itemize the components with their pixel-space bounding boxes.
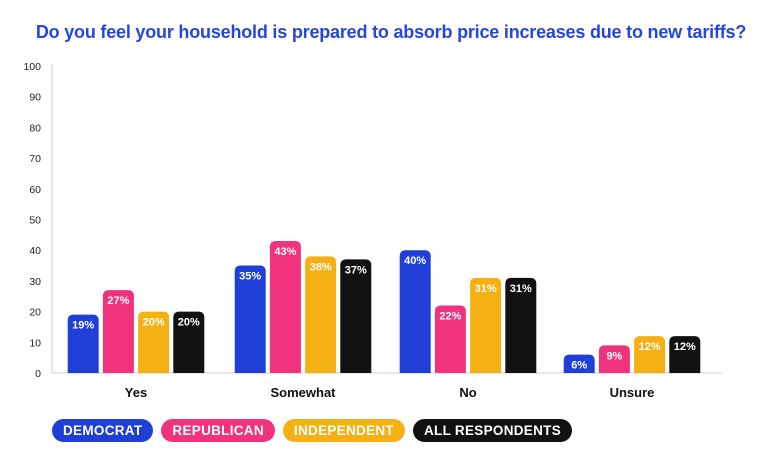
bar-republican-yes	[102, 290, 134, 373]
data-label: 12%	[639, 341, 661, 353]
data-label: 43%	[274, 246, 296, 258]
chart-title: Do you feel your household is prepared t…	[35, 22, 747, 42]
y-tick-label: 10	[29, 337, 41, 349]
data-label: 20%	[178, 317, 200, 329]
bar-all-respondents-unsure	[669, 336, 701, 373]
y-tick-label: 30	[29, 276, 41, 288]
bar-democrat-unsure	[563, 354, 595, 373]
legend-item-independent: INDEPENDENT	[282, 419, 405, 442]
y-tick-label: 100	[23, 61, 41, 73]
y-tick-label: 50	[29, 215, 41, 227]
x-category-label: Yes	[125, 385, 147, 400]
bar-independent-no	[470, 277, 502, 373]
data-label: 31%	[475, 283, 497, 295]
bar-all-respondents-somewhat	[340, 259, 372, 373]
data-label: 20%	[143, 317, 165, 329]
bar-republican-unsure	[598, 345, 630, 373]
data-label: 40%	[404, 255, 426, 267]
data-label: 22%	[439, 310, 461, 322]
y-tick-label: 80	[29, 122, 41, 134]
bar-independent-yes	[138, 311, 170, 373]
data-label: 35%	[239, 271, 261, 283]
data-label: 27%	[107, 295, 129, 307]
x-category-label: Unsure	[610, 385, 655, 400]
y-tick-label: 70	[29, 153, 41, 165]
bar-independent-somewhat	[305, 256, 337, 373]
data-label: 6%	[571, 360, 587, 372]
y-tick-label: 0	[35, 368, 41, 380]
legend-item-all-respondents: ALL RESPONDENTS	[412, 419, 572, 442]
bar-independent-unsure	[634, 336, 666, 373]
bar-democrat-yes	[67, 314, 99, 373]
data-label: 37%	[345, 264, 367, 276]
data-label: 31%	[510, 283, 532, 295]
y-tick-label: 60	[29, 184, 41, 196]
y-tick-label: 20	[29, 307, 41, 319]
bar-democrat-somewhat	[234, 265, 266, 373]
bar-all-respondents-no	[505, 277, 537, 373]
bar-republican-no	[434, 305, 466, 373]
data-label: 38%	[310, 261, 332, 273]
legend: DEMOCRAT REPUBLICAN INDEPENDENT ALL RESP…	[52, 419, 572, 442]
data-label: 19%	[72, 320, 94, 332]
bar-democrat-no	[399, 250, 431, 373]
y-tick-label: 90	[29, 92, 41, 104]
bar-all-respondents-yes	[173, 311, 205, 373]
x-category-label: Somewhat	[270, 385, 336, 400]
x-category-label: No	[459, 385, 476, 400]
data-label: 9%	[606, 350, 622, 362]
bar-republican-somewhat	[269, 240, 301, 373]
data-label: 12%	[674, 341, 696, 353]
y-tick-label: 40	[29, 245, 41, 257]
legend-item-democrat: DEMOCRAT	[52, 419, 154, 442]
legend-item-republican: REPUBLICAN	[161, 419, 275, 442]
